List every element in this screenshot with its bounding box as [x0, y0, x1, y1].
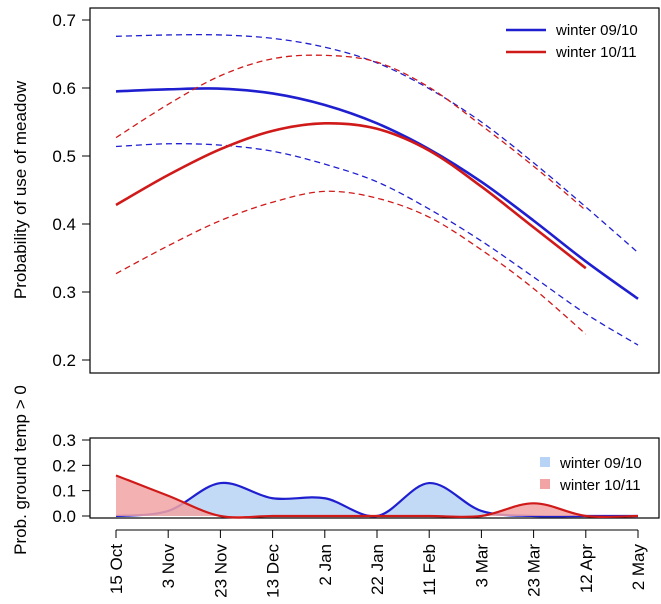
legend-label-bottom-winter-10-11: winter 10/11 [559, 477, 641, 494]
series-line-winter-09-10-ci-2 [115, 143, 639, 346]
series-line-winter-10-11-ci-4 [115, 54, 587, 211]
series-line-winter-10-11-ci-5 [115, 190, 587, 335]
bottom-y-tick-label: 0.1 [52, 482, 76, 501]
x-tick-label: 11 Feb [420, 544, 439, 596]
legend-label-winter-10-11: winter 10/11 [555, 44, 637, 61]
top-y-axis-label: Probability of use of meadow [11, 80, 30, 299]
bottom-panel: 0.0 0.1 0.2 0.3 Prob. ground temp > 0 winte… [11, 385, 660, 598]
x-tick-label: 3 Nov [159, 544, 178, 589]
series-line-winter-10-11 [115, 122, 587, 270]
legend-label-bottom-winter-09-10: winter 09/10 [559, 455, 642, 472]
legend-swatch-bottom-winter-09-10 [540, 457, 550, 467]
bottom-y-tick-label: 0.2 [52, 456, 76, 475]
area-fill-winter-10-11 [116, 475, 638, 518]
series-line-winter-09-10-ci-1 [115, 33, 639, 254]
legend-label-winter-09-10: winter 09/10 [555, 22, 638, 39]
bottom-y-axis-label: Prob. ground temp > 0 [11, 385, 30, 555]
top-y-tick-label: 0.6 [52, 79, 76, 98]
x-tick-label: 23 Nov [211, 544, 230, 598]
top-legend: winter 09/10 winter 10/11 [506, 22, 638, 61]
series-line-winter-09-10 [115, 87, 639, 300]
bottom-y-axis: 0.0 0.1 0.2 0.3 [52, 431, 91, 526]
top-y-axis: 0.2 0.3 0.4 0.5 0.6 0.7 [52, 11, 91, 370]
area-line-winter-10-11 [115, 474, 639, 519]
top-y-tick-label: 0.3 [52, 283, 76, 302]
area-fill-winter-09-10 [116, 482, 638, 517]
x-tick-label: 3 Mar [472, 544, 491, 588]
top-y-tick-label: 0.4 [52, 215, 76, 234]
bottom-y-tick-label: 0.0 [52, 507, 76, 526]
top-y-tick-label: 0.2 [52, 351, 76, 370]
legend-swatch-bottom-winter-10-11 [540, 479, 550, 489]
top-y-tick-label: 0.5 [52, 147, 76, 166]
x-tick-label: 23 Mar [525, 544, 544, 597]
x-tick-label: 12 Apr [577, 544, 596, 593]
x-tick-label: 22 Jan [368, 544, 387, 595]
top-y-tick-label: 0.7 [52, 11, 76, 30]
x-tick-label: 2 Jan [316, 544, 335, 586]
x-tick-label: 15 Oct [107, 544, 126, 594]
bottom-y-tick-label: 0.3 [52, 431, 76, 450]
x-tick-label: 2 May [629, 544, 648, 591]
top-panel: 0.2 0.3 0.4 0.5 0.6 0.7 Probability of use of… [11, 7, 660, 374]
bottom-series-group [115, 474, 639, 519]
top-plot-frame [89, 7, 660, 374]
bottom-legend: winter 09/10 winter 10/11 [540, 455, 642, 494]
x-tick-label: 13 Dec [264, 544, 283, 598]
x-axis: 15 Oct 3 Nov 23 Nov 13 Dec 2 Jan 22 Jan 11 Feb… [107, 529, 648, 598]
top-series-group [115, 33, 639, 346]
